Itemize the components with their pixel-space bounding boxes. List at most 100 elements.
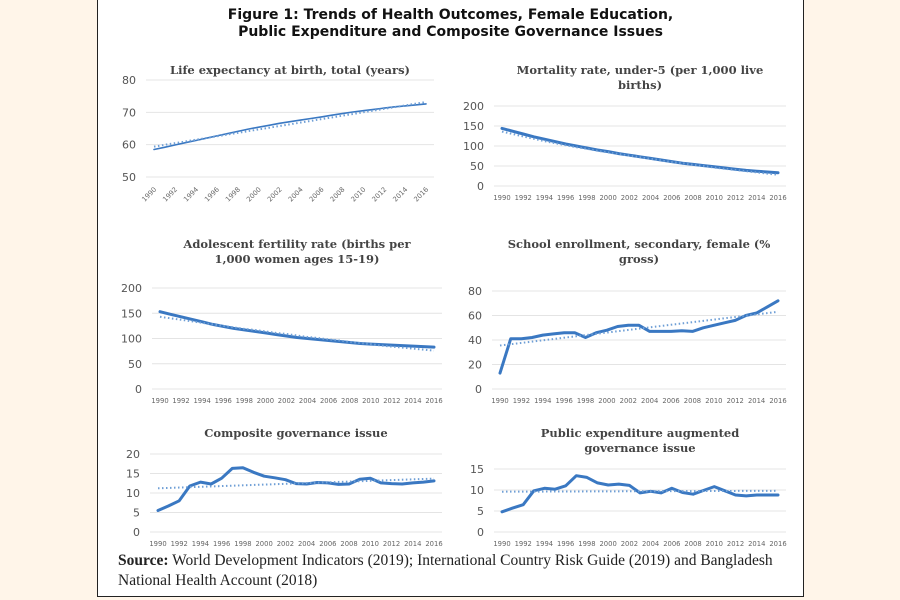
x-tick-label: 2008 — [684, 540, 701, 548]
x-tick-label: 2002 — [620, 397, 637, 405]
y-tick-label: 0 — [477, 526, 484, 539]
source-text: World Development Indicators (2019); Int… — [118, 552, 773, 589]
y-tick-label: 0 — [135, 383, 142, 396]
x-tick-label: 2002 — [621, 540, 638, 548]
x-tick-label: 1994 — [536, 194, 553, 202]
x-tick-label: 2012 — [727, 540, 744, 548]
x-tick-label: 1990 — [151, 397, 168, 405]
x-tick-label: 1996 — [557, 540, 574, 548]
x-tick-label: 2014 — [748, 397, 765, 405]
y-tick-label: 150 — [121, 307, 142, 320]
x-tick-label: 2008 — [329, 186, 347, 204]
x-tick-label: 2008 — [340, 540, 357, 548]
x-tick-label: 2012 — [383, 397, 400, 405]
x-tick-label: 1992 — [515, 194, 532, 202]
x-tick-label: 1998 — [578, 194, 595, 202]
x-tick-label: 1990 — [491, 397, 508, 405]
x-tick-label: 2006 — [319, 540, 336, 548]
chart-title-line: Composite governance issue — [204, 426, 387, 440]
series-line — [156, 466, 436, 512]
x-tick-label: 2000 — [255, 540, 272, 548]
x-tick-label: 1994 — [192, 540, 209, 548]
x-tick-label: 2014 — [404, 397, 421, 405]
x-tick-label: 1998 — [234, 540, 251, 548]
x-tick-label: 2008 — [341, 397, 358, 405]
school-enrollment-svg: School enrollment, secondary, female (%g… — [468, 237, 787, 405]
x-tick-label: 1990 — [149, 540, 166, 548]
chart-title-line: births) — [618, 78, 662, 92]
y-tick-label: 50 — [470, 160, 484, 173]
x-tick-label: 2004 — [287, 186, 305, 204]
x-tick-label: 2012 — [370, 186, 388, 204]
series-line — [500, 474, 780, 514]
x-tick-label: 2014 — [748, 194, 765, 202]
x-tick-label: 1998 — [578, 540, 595, 548]
y-tick-label: 20 — [468, 359, 482, 372]
x-tick-label: 1996 — [557, 194, 574, 202]
chart-school-enrollment: School enrollment, secondary, female (% g… — [458, 236, 798, 423]
x-tick-label: 1996 — [215, 397, 232, 405]
x-tick-label: 2008 — [684, 194, 701, 202]
y-tick-label: 50 — [122, 171, 136, 184]
x-tick-label: 2000 — [598, 397, 615, 405]
y-tick-label: 80 — [468, 285, 482, 298]
x-tick-label: 2002 — [621, 194, 638, 202]
x-tick-label: 2012 — [383, 540, 400, 548]
x-tick-label: 2010 — [362, 540, 379, 548]
x-tick-label: 2004 — [299, 397, 316, 405]
trend-line — [499, 310, 779, 347]
x-tick-label: 2006 — [662, 397, 679, 405]
x-tick-label: 2010 — [706, 194, 723, 202]
x-tick-label: 2006 — [308, 186, 326, 204]
chart-life-expectancy: Life expectancy at birth, total (years) 5… — [112, 62, 442, 234]
x-tick-label: 2010 — [706, 540, 723, 548]
x-tick-label: 1998 — [224, 186, 242, 204]
chart-title-line: Public expenditure augmented — [541, 426, 740, 440]
y-tick-label: 200 — [121, 282, 142, 295]
series-line — [153, 103, 427, 151]
life-expectancy-svg: Life expectancy at birth, total (years) 5… — [122, 63, 434, 204]
x-tick-label: 1992 — [513, 397, 530, 405]
x-tick-label: 1992 — [172, 397, 189, 405]
y-tick-label: 10 — [470, 484, 484, 497]
series-line — [158, 310, 436, 349]
x-tick-label: 2004 — [642, 540, 659, 548]
x-tick-label: 2016 — [412, 186, 430, 204]
y-tick-label: 5 — [133, 507, 140, 520]
y-tick-label: 70 — [122, 106, 136, 119]
y-tick-label: 50 — [128, 358, 142, 371]
x-tick-label: 2016 — [425, 397, 442, 405]
x-tick-label: 2000 — [245, 186, 263, 204]
x-tick-label: 2008 — [684, 397, 701, 405]
x-tick-label: 2002 — [278, 397, 295, 405]
x-tick-label: 1998 — [236, 397, 253, 405]
x-tick-label: 2012 — [727, 397, 744, 405]
x-tick-label: 1990 — [493, 194, 510, 202]
x-tick-label: 2004 — [641, 397, 658, 405]
y-tick-label: 0 — [477, 180, 484, 193]
x-tick-label: 1996 — [555, 397, 572, 405]
x-tick-label: 2010 — [362, 397, 379, 405]
x-tick-label: 2016 — [769, 194, 786, 202]
x-tick-label: 2000 — [599, 540, 616, 548]
y-tick-label: 80 — [122, 74, 136, 87]
chart-public-expenditure-governance: Public expenditure augmented governance i… — [458, 425, 798, 557]
chart-title-line: Mortality rate, under-5 (per 1,000 live — [517, 63, 764, 77]
x-tick-label: 1992 — [515, 540, 532, 548]
y-tick-label: 100 — [121, 333, 142, 346]
mortality-under5-svg: Mortality rate, under-5 (per 1,000 liveb… — [463, 63, 787, 202]
x-tick-label: 2016 — [425, 540, 442, 548]
chart-adolescent-fertility: Adolescent fertility rate (births per 1,0… — [112, 236, 443, 423]
y-tick-label: 5 — [477, 505, 484, 518]
x-tick-label: 1992 — [171, 540, 188, 548]
trend-line — [501, 130, 779, 176]
chart-composite-governance: Composite governance issue 0 5 10 15 20 1990 19… — [112, 425, 443, 557]
chart-title-line: gross) — [619, 252, 659, 266]
figure-frame: Figure 1: Trends of Health Outcomes, Fem… — [97, 0, 804, 597]
x-tick-label: 2004 — [298, 540, 315, 548]
chart-title-line: governance issue — [584, 441, 695, 455]
x-tick-label: 1994 — [534, 397, 551, 405]
figure-title-line-1: Figure 1: Trends of Health Outcomes, Fem… — [227, 7, 674, 23]
x-tick-label: 2006 — [320, 397, 337, 405]
